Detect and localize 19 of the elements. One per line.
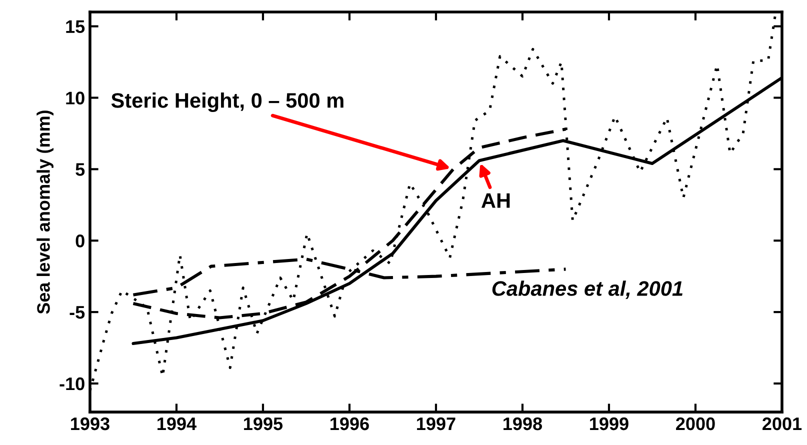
series-label: Cabanes et al, 2001 (492, 280, 682, 299)
y-tick-label: 15 (66, 20, 85, 34)
x-tick-label: 1999 (590, 417, 628, 430)
x-tick-label: 1996 (330, 417, 369, 430)
series-label: AH (481, 193, 510, 208)
y-axis-title: Sea level anomaly (mm) (36, 110, 54, 314)
y-tick-label: -5 (70, 306, 85, 319)
x-tick-label: 2000 (676, 417, 715, 430)
x-tick-label: 1993 (71, 417, 110, 430)
y-tick-label: 5 (76, 163, 85, 176)
y-tick-label: -10 (60, 377, 84, 390)
x-tick-label: 1997 (417, 417, 456, 430)
x-tick-label: 2001 (762, 417, 802, 430)
y-tick-label: 0 (76, 234, 84, 248)
y-tick-label: 10 (66, 92, 84, 104)
text: Steric Height, 0 – 500 m (111, 92, 344, 112)
x-tick-label: 1994 (158, 417, 196, 430)
x-tick-label: 1995 (244, 417, 283, 430)
x-tick-label: 1998 (504, 417, 542, 430)
